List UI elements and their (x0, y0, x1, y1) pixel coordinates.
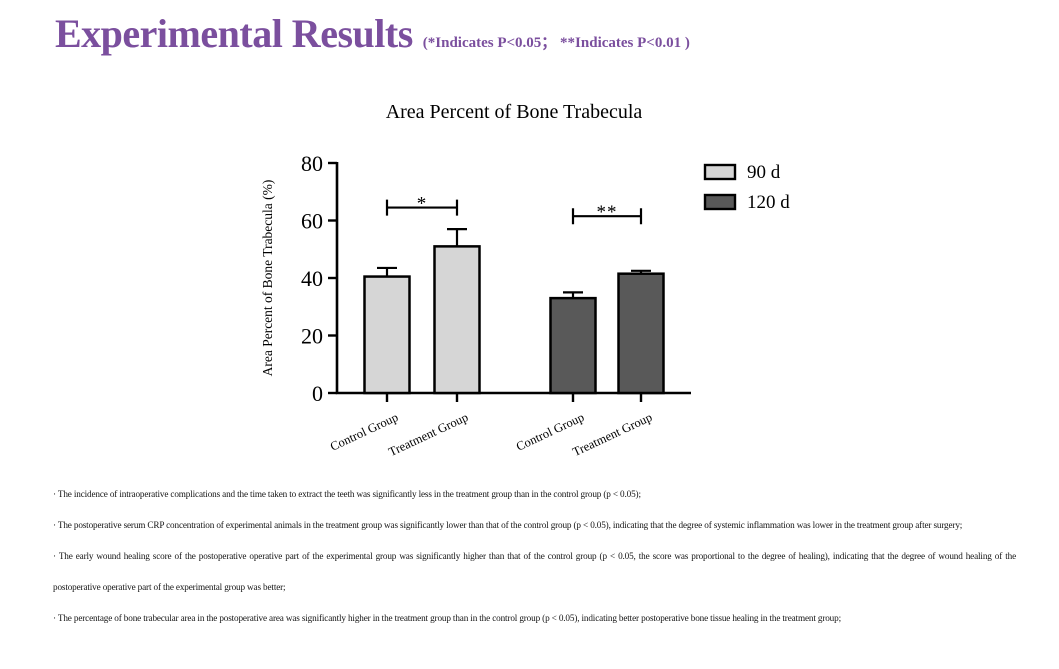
y-tick-label: 0 (312, 381, 323, 406)
legend-swatch (703, 193, 737, 211)
bar (549, 296, 597, 395)
note-paragraph: · The postoperative serum CRP concentrat… (53, 520, 963, 530)
significance-label: ** (597, 202, 618, 223)
chart-title: Area Percent of Bone Trabecula (385, 101, 643, 123)
x-category-label: Treatment Group (386, 410, 470, 459)
note-paragraph: · The percentage of bone trabecular area… (53, 613, 841, 623)
y-axis-title: Area Percent of Bone Trabecula (%) (260, 180, 275, 377)
bar (363, 275, 411, 395)
y-tick-label: 20 (301, 324, 323, 349)
significance-note: (*Indicates P<0.05； **Indicates P<0.01 ) (422, 35, 690, 51)
bar (433, 245, 481, 395)
bar (617, 272, 665, 395)
significance-bracket (385, 199, 459, 216)
y-tick-label: 40 (301, 266, 323, 291)
legend-swatch (703, 163, 737, 181)
y-tick-label: 80 (301, 151, 323, 176)
significance-bracket (571, 208, 643, 225)
page-title: Experimental Results (55, 11, 413, 56)
header: Experimental Results (*Indicates P<0.05；… (55, 10, 690, 57)
bar-chart-svg: 0 20 40 60 80 Area Percent of Bone Trabecula … (260, 151, 790, 459)
legend-label: 90 d (747, 162, 781, 183)
legend-label: 120 d (747, 192, 790, 213)
note-paragraph: · The early wound healing score of the p… (53, 551, 1016, 592)
significance-label: * (417, 194, 428, 215)
notes-list: · The incidence of intraoperative compli… (53, 479, 1016, 634)
y-tick-label: 60 (301, 209, 323, 234)
note-paragraph: · The incidence of intraoperative compli… (53, 489, 641, 499)
